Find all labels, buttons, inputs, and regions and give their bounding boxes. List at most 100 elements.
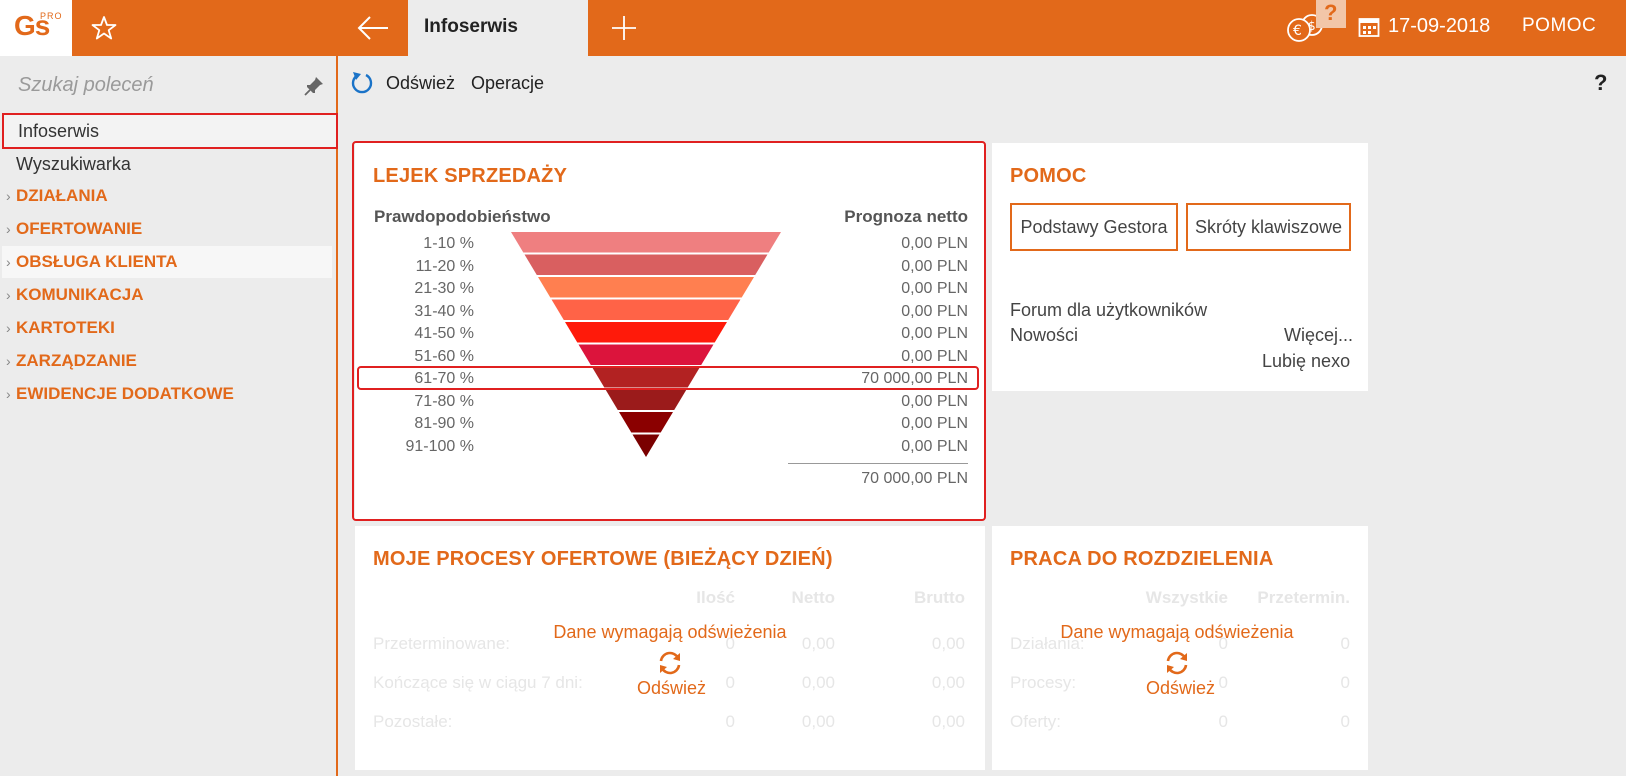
funnel-segment[interactable] <box>605 389 687 411</box>
funnel-segment[interactable] <box>551 299 741 321</box>
more-link[interactable]: Więcej... <box>1284 325 1354 345</box>
like-nexo-link[interactable]: Lubię nexo <box>1262 351 1351 371</box>
chevron-right-icon: › <box>6 254 11 270</box>
funnel-range-label: 11-20 % <box>415 257 474 275</box>
funnel-range-label: 61-70 % <box>414 370 474 387</box>
help-panel: POMOC Podstawy Gestora Skróty klawiszowe… <box>992 143 1368 391</box>
panel-title: POMOC <box>1010 165 1087 187</box>
row-highlight-frame <box>357 366 979 390</box>
funnel-range-label: 81-90 % <box>414 415 474 432</box>
funnel-segment[interactable] <box>565 322 727 343</box>
section-label: EWIDENCJE DODATKOWE <box>16 384 234 403</box>
row-all: 0 <box>1218 673 1228 692</box>
operations-button[interactable]: Operacje <box>471 73 545 93</box>
row-label: Działania: <box>1010 634 1085 653</box>
help-button[interactable]: ? <box>1594 70 1608 95</box>
row-overdue: 0 <box>1340 673 1350 692</box>
funnel-amount-label: 70 000,00 PLN <box>861 370 968 387</box>
chevron-right-icon: › <box>6 221 11 237</box>
row-label: Pozostałe: <box>373 712 453 731</box>
work-distribution-panel: PRACA DO ROZDZIELENIA Wszystkie Przeterm… <box>992 526 1368 770</box>
funnel-segment[interactable] <box>524 254 768 276</box>
highlight-frame <box>352 141 986 521</box>
col-header-net: Netto <box>791 588 835 607</box>
row-label: Procesy: <box>1010 673 1077 692</box>
offers-panel: MOJE PROCESY OFERTOWE (BIEŻĄCY DZIEŃ) Il… <box>355 526 985 770</box>
funnel-amount-label: 0,00 PLN <box>901 257 968 275</box>
toolbar: Odśwież Operacje ? <box>340 56 1626 112</box>
section-label: KARTOTEKI <box>16 318 115 337</box>
refresh-icon[interactable] <box>1164 650 1190 676</box>
funnel-amount-label: 0,00 PLN <box>901 415 968 432</box>
shortcuts-button[interactable]: Skróty klawiszowe <box>1186 203 1351 251</box>
row-label: Przeterminowane: <box>373 634 511 653</box>
funnel-range-label: 41-50 % <box>414 325 474 342</box>
help-question-badge[interactable]: ? <box>1316 0 1346 28</box>
col-header-gross: Brutto <box>914 588 965 607</box>
funnel-segment[interactable] <box>619 412 673 433</box>
row-net: 0,00 <box>801 712 835 731</box>
section-label: OBSŁUGA KLIENTA <box>16 252 178 271</box>
sidebar-section-obsluga-klienta[interactable]: › OBSŁUGA KLIENTA <box>2 246 332 278</box>
row-net: 0,00 <box>801 634 835 653</box>
refresh-button[interactable]: Odśwież <box>386 73 456 93</box>
top-bar: Gs PRO Infoserwis $ € ? 17-09-2018 POMOC <box>0 0 1626 56</box>
search-input[interactable]: Szukaj poleceń <box>18 74 154 96</box>
sidebar: Szukaj poleceń Infoserwis Wyszukiwarka ›… <box>0 56 338 776</box>
row-qty: 0 <box>725 634 735 653</box>
probability-header: Prawdopodobieństwo <box>374 207 551 226</box>
funnel-segment[interactable] <box>538 277 754 298</box>
tab-label: Infoserwis <box>424 16 518 37</box>
funnel-segment[interactable] <box>578 344 714 366</box>
chevron-right-icon: › <box>6 353 11 369</box>
refresh-link[interactable]: Odśwież <box>637 678 707 698</box>
currency-coins-icon[interactable]: $ € <box>1284 12 1328 44</box>
current-date[interactable]: 17-09-2018 <box>1388 15 1491 37</box>
funnel-amount-label: 0,00 PLN <box>901 437 968 455</box>
tab-infoserwis[interactable]: Infoserwis <box>408 0 588 56</box>
sidebar-section-komunikacja[interactable]: › KOMUNIKACJA <box>6 285 144 305</box>
star-icon[interactable] <box>90 14 118 42</box>
forum-link[interactable]: Forum dla użytkowników <box>1010 300 1208 320</box>
sidebar-item-infoserwis[interactable]: Infoserwis <box>2 113 338 149</box>
app-logo[interactable]: Gs PRO <box>0 0 72 56</box>
funnel-total: 70 000,00 PLN <box>861 470 968 487</box>
col-header-all: Wszystkie <box>1145 588 1228 607</box>
section-label: KOMUNIKACJA <box>16 285 144 304</box>
total-divider <box>788 463 968 464</box>
basics-button[interactable]: Podstawy Gestora <box>1010 203 1178 251</box>
section-label: OFERTOWANIE <box>16 219 143 238</box>
funnel-range-label: 71-80 % <box>414 392 474 410</box>
funnel-range-label: 51-60 % <box>414 347 474 365</box>
funnel-amount-label: 0,00 PLN <box>901 325 968 342</box>
funnel-amount-label: 0,00 PLN <box>901 302 968 320</box>
refresh-link[interactable]: Odśwież <box>1146 678 1216 698</box>
new-tab-plus-icon[interactable] <box>610 14 638 42</box>
svg-text:$: $ <box>1308 19 1316 33</box>
row-gross: 0,00 <box>931 712 965 731</box>
sidebar-section-ofertowanie[interactable]: › OFERTOWANIE <box>6 219 142 239</box>
funnel-amount-label: 0,00 PLN <box>901 280 968 297</box>
calendar-icon[interactable] <box>1358 16 1380 38</box>
funnel-amount-label: 0,00 PLN <box>901 347 968 365</box>
funnel-segment[interactable] <box>511 232 781 253</box>
sidebar-section-kartoteki[interactable]: › KARTOTEKI <box>6 318 115 338</box>
help-menu[interactable]: POMOC <box>1522 15 1597 36</box>
row-label: Kończące się w ciągu 7 dni: <box>373 673 583 692</box>
funnel-segment[interactable] <box>592 367 700 388</box>
refresh-icon[interactable] <box>350 70 374 96</box>
sidebar-item-wyszukiwarka[interactable]: Wyszukiwarka <box>16 154 131 174</box>
sidebar-section-zarzadzanie[interactable]: › ZARZĄDZANIE <box>6 351 137 371</box>
back-arrow-icon[interactable] <box>356 14 390 42</box>
funnel-amount-label: 0,00 PLN <box>901 235 968 252</box>
sidebar-section-ewidencje-dodatkowe[interactable]: › EWIDENCJE DODATKOWE <box>6 384 234 404</box>
funnel-amount-label: 0,00 PLN <box>901 392 968 410</box>
news-link[interactable]: Nowości <box>1010 325 1079 345</box>
funnel-range-label: 91-100 % <box>405 437 475 455</box>
logo-text: Gs <box>14 10 50 41</box>
pin-icon[interactable] <box>304 76 324 96</box>
panel-title: PRACA DO ROZDZIELENIA <box>1010 548 1274 570</box>
funnel-segment[interactable] <box>632 434 660 458</box>
refresh-icon[interactable] <box>657 650 683 676</box>
sidebar-section-dzialania[interactable]: › DZIAŁANIA <box>6 186 108 206</box>
